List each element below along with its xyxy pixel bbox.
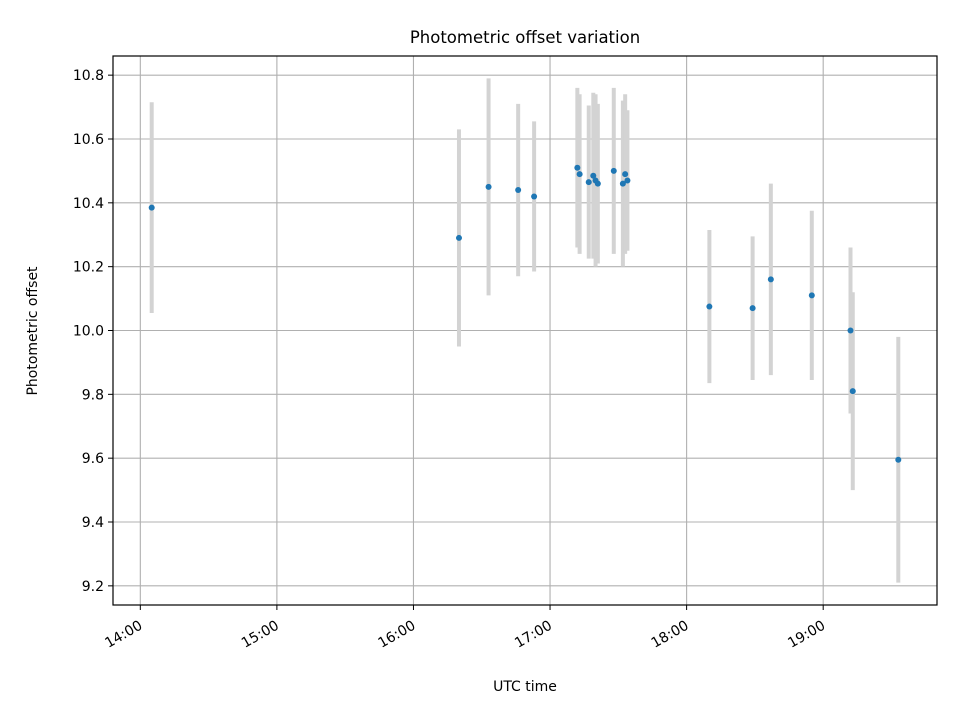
data-point <box>531 193 538 200</box>
y-tick-label: 9.8 <box>82 387 104 403</box>
y-tick-label: 10.2 <box>73 260 104 276</box>
data-point <box>619 180 626 187</box>
data-point <box>706 303 713 310</box>
data-point <box>749 305 756 312</box>
data-point <box>624 177 631 184</box>
data-point <box>455 234 462 241</box>
y-tick-label: 10.8 <box>73 68 104 84</box>
y-axis-label: Photometric offset <box>25 266 41 396</box>
data-point <box>592 177 599 184</box>
chart-title: Photometric offset variation <box>410 28 640 47</box>
y-tick-label: 9.4 <box>82 515 104 531</box>
data-point <box>849 388 856 395</box>
data-point <box>767 276 774 283</box>
data-point <box>622 171 629 178</box>
grid <box>113 56 937 605</box>
data-point <box>808 292 815 299</box>
data-point <box>485 183 492 190</box>
x-axis-label: UTC time <box>493 679 557 695</box>
data-point <box>515 187 522 194</box>
y-tick-label: 9.6 <box>82 451 104 467</box>
data-points <box>148 164 902 463</box>
y-tick-label: 9.2 <box>82 579 104 595</box>
data-point <box>576 171 583 178</box>
y-tick-label: 10.4 <box>73 196 104 212</box>
data-point <box>610 167 617 174</box>
y-axis-ticks: 9.2 9.4 9.6 9.8 10.0 10.2 10.4 10.6 10.8 <box>73 68 113 595</box>
data-point <box>895 456 902 463</box>
data-point <box>847 327 854 334</box>
data-point <box>590 172 597 179</box>
data-point <box>585 179 592 186</box>
data-point <box>148 204 155 211</box>
data-point <box>574 164 581 171</box>
y-tick-label: 10.0 <box>73 324 104 340</box>
y-tick-label: 10.6 <box>73 132 104 148</box>
